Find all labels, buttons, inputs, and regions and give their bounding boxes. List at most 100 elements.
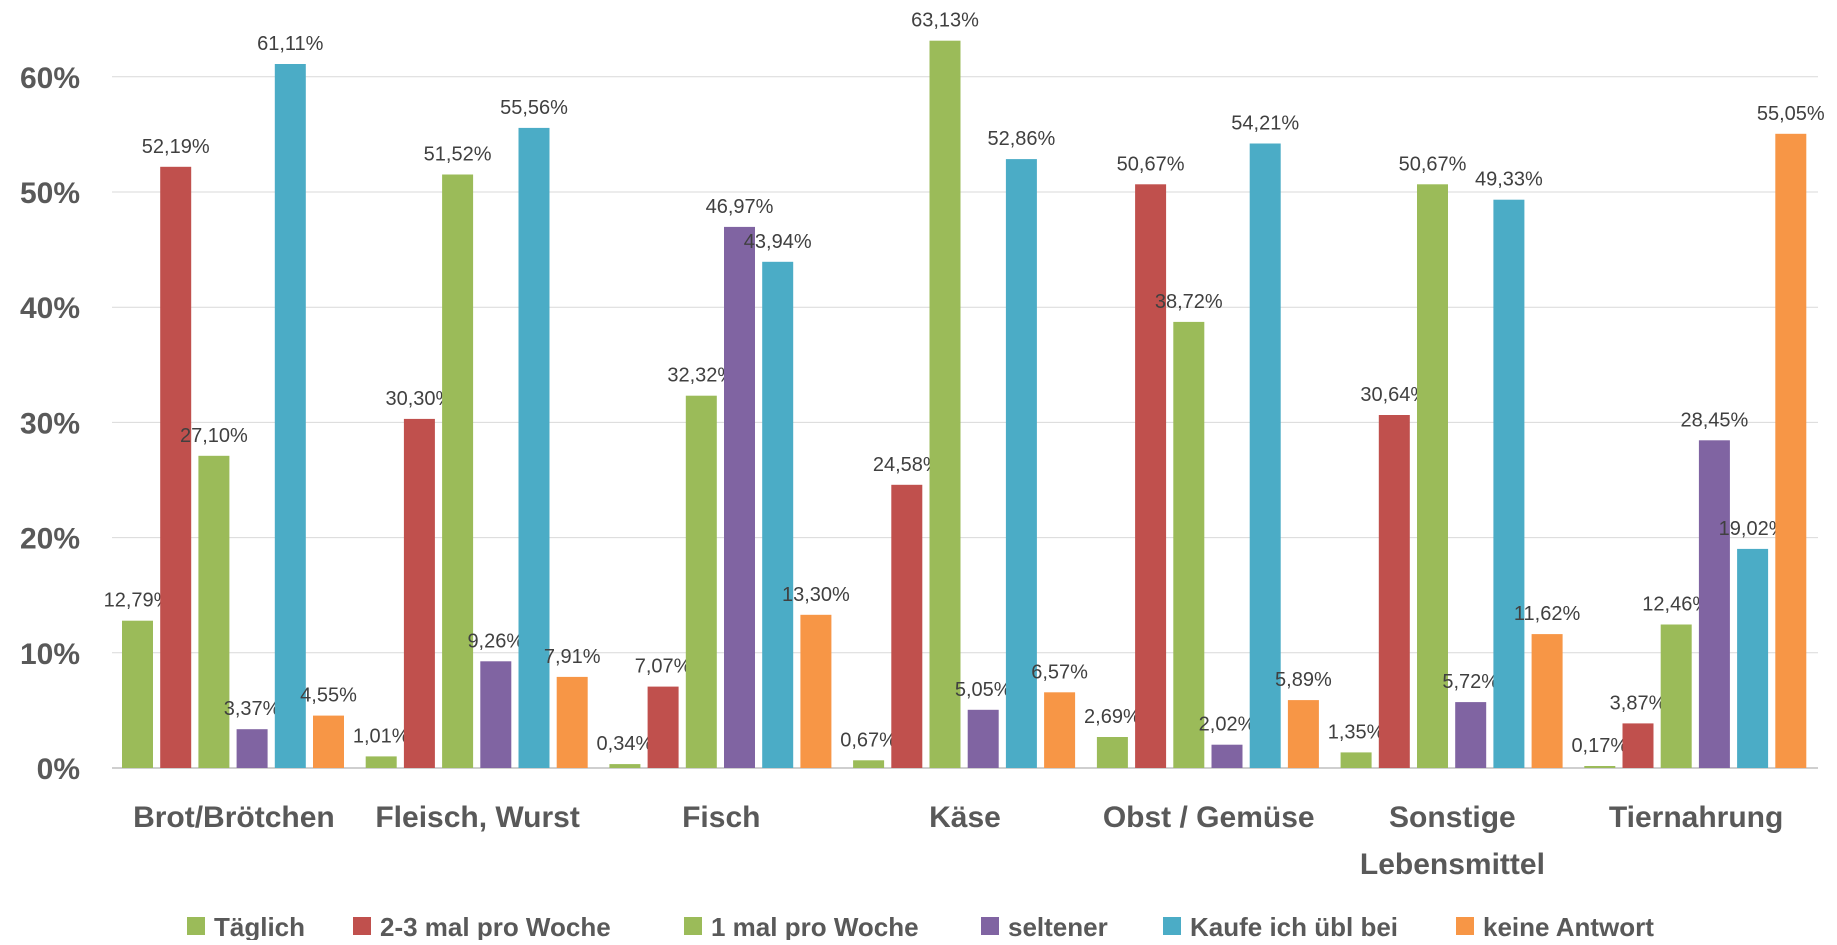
bar — [1775, 133, 1807, 769]
legend-label: 1 mal pro Woche — [711, 912, 919, 940]
bar — [685, 395, 717, 768]
bar — [1211, 744, 1243, 768]
bar — [1698, 440, 1730, 768]
data-label: 43,94% — [744, 231, 812, 253]
data-label: 30,64% — [1360, 384, 1428, 406]
category-label: Tiernahrung — [1609, 801, 1783, 834]
y-tick-label: 50% — [20, 177, 80, 210]
data-label: 0,34% — [597, 733, 654, 755]
bar — [1737, 548, 1769, 768]
data-label: 2,02% — [1199, 714, 1256, 736]
data-label: 1,01% — [353, 725, 410, 747]
data-label: 2,69% — [1084, 706, 1141, 728]
data-label: 50,67% — [1399, 153, 1467, 175]
data-label: 51,52% — [424, 144, 492, 166]
bar — [1378, 415, 1410, 768]
legend-swatch — [1163, 917, 1181, 935]
category-label: Obst / Gemüse — [1103, 801, 1315, 834]
data-label: 11,62% — [1514, 603, 1581, 625]
data-label: 27,10% — [180, 425, 248, 447]
legend-swatch — [981, 917, 999, 935]
bar — [853, 760, 885, 768]
legend-label: keine Antwort — [1483, 912, 1654, 940]
bar — [1173, 321, 1205, 768]
data-label: 52,19% — [142, 136, 210, 158]
bar — [1096, 737, 1128, 768]
data-label: 4,55% — [300, 685, 357, 707]
bar — [1531, 634, 1563, 768]
data-label: 50,67% — [1117, 153, 1185, 175]
bar — [891, 484, 923, 768]
bar — [1417, 184, 1448, 769]
data-label: 24,58% — [873, 454, 941, 476]
data-label: 63,13% — [911, 10, 979, 32]
bar — [518, 127, 550, 768]
legend-label: Täglich — [214, 912, 305, 940]
legend-swatch — [1456, 917, 1474, 935]
data-label: 46,97% — [706, 196, 774, 218]
bar — [1340, 752, 1372, 768]
bar — [442, 174, 474, 768]
data-label: 55,05% — [1757, 103, 1825, 125]
bar — [1455, 702, 1487, 768]
data-label: 38,72% — [1155, 291, 1223, 313]
data-label: 54,21% — [1231, 113, 1299, 135]
data-label: 7,91% — [544, 646, 601, 668]
bar — [274, 64, 306, 768]
bar — [967, 709, 999, 768]
data-label: 12,79% — [104, 590, 172, 612]
data-label: 13,30% — [782, 584, 850, 606]
category-label: Brot/Brötchen — [133, 801, 335, 834]
y-tick-label: 10% — [20, 638, 80, 671]
data-label: 9,26% — [467, 630, 524, 652]
legend-label: 2-3 mal pro Woche — [380, 912, 611, 940]
bar — [1622, 723, 1654, 768]
bar — [556, 676, 588, 768]
data-label: 61,11% — [257, 33, 324, 55]
legend-swatch — [187, 917, 205, 935]
data-label: 6,57% — [1031, 661, 1088, 683]
bar — [122, 620, 153, 768]
bar — [1660, 624, 1692, 768]
legend-label: Kaufe ich übl bei — [1190, 912, 1398, 940]
data-label: 30,30% — [385, 388, 453, 410]
bar — [236, 729, 268, 768]
bar — [1249, 143, 1281, 768]
category-label: Fleisch, Wurst — [375, 801, 580, 834]
bar — [1135, 184, 1167, 769]
y-tick-label: 30% — [20, 407, 80, 440]
data-label: 0,67% — [840, 729, 897, 751]
bar — [313, 715, 344, 768]
bar — [160, 166, 192, 769]
data-label: 5,05% — [955, 679, 1012, 701]
data-label: 32,32% — [667, 365, 735, 387]
bar — [1287, 700, 1319, 768]
y-tick-label: 0% — [37, 753, 80, 786]
data-label: 55,56% — [500, 97, 568, 119]
bar — [198, 455, 230, 768]
bar — [1584, 766, 1616, 768]
data-label: 12,46% — [1642, 594, 1710, 616]
category-label: Sonstige — [1389, 801, 1516, 834]
data-label: 0,17% — [1571, 735, 1628, 757]
bar — [762, 261, 794, 768]
data-label: 5,89% — [1275, 669, 1332, 691]
bar — [1493, 199, 1525, 768]
category-label: Fisch — [682, 801, 760, 834]
bar — [929, 40, 961, 768]
bar — [480, 661, 512, 768]
category-label: Käse — [929, 801, 1001, 834]
data-label: 3,87% — [1610, 692, 1667, 714]
data-label: 5,72% — [1442, 671, 1499, 693]
data-label: 52,86% — [987, 128, 1055, 150]
bar — [403, 418, 435, 768]
data-label: 19,02% — [1719, 518, 1787, 540]
legend-swatch — [353, 917, 371, 935]
category-label: Lebensmittel — [1360, 848, 1545, 881]
bar — [724, 226, 755, 768]
y-tick-label: 60% — [20, 62, 80, 95]
legend-label: seltener — [1008, 912, 1108, 940]
data-label: 1,35% — [1328, 721, 1385, 743]
